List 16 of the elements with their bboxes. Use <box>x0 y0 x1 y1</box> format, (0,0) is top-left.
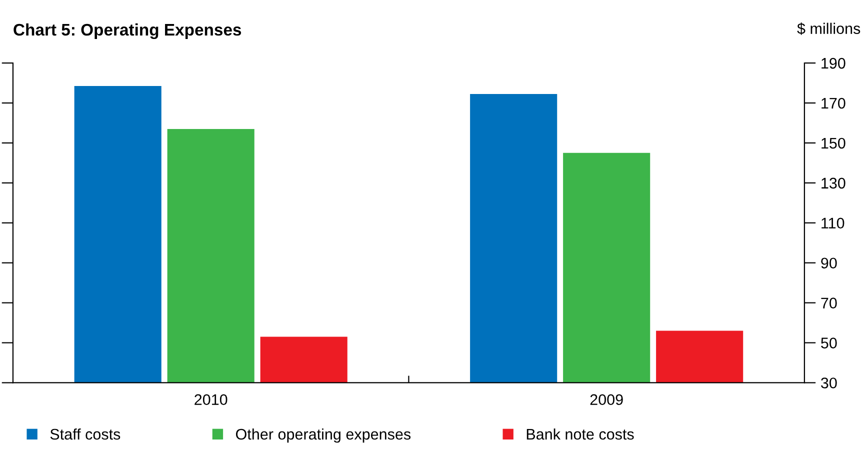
y-tick-label: 150 <box>822 138 846 149</box>
x-tick-label: 2010 <box>194 394 228 406</box>
x-tick-label: 2009 <box>590 394 623 406</box>
legend-label: Other operating expenses <box>236 428 411 443</box>
y-tick-label: 30 <box>821 378 837 388</box>
y-tick-label: 190 <box>822 58 846 69</box>
y-tick-label: 110 <box>822 218 844 229</box>
legend-label: Bank note costs <box>526 428 634 440</box>
chart-title: Chart 5: Operating Expenses <box>14 23 242 40</box>
y-tick-label: 130 <box>822 178 846 189</box>
y-axis-title: $ millions <box>797 22 860 35</box>
y-tick-label: 170 <box>822 98 846 109</box>
y-tick-label: 90 <box>821 258 837 269</box>
y-tick-label: 70 <box>821 298 837 308</box>
legend-label: Staff costs <box>50 428 120 440</box>
y-tick-label: 50 <box>821 338 837 348</box>
